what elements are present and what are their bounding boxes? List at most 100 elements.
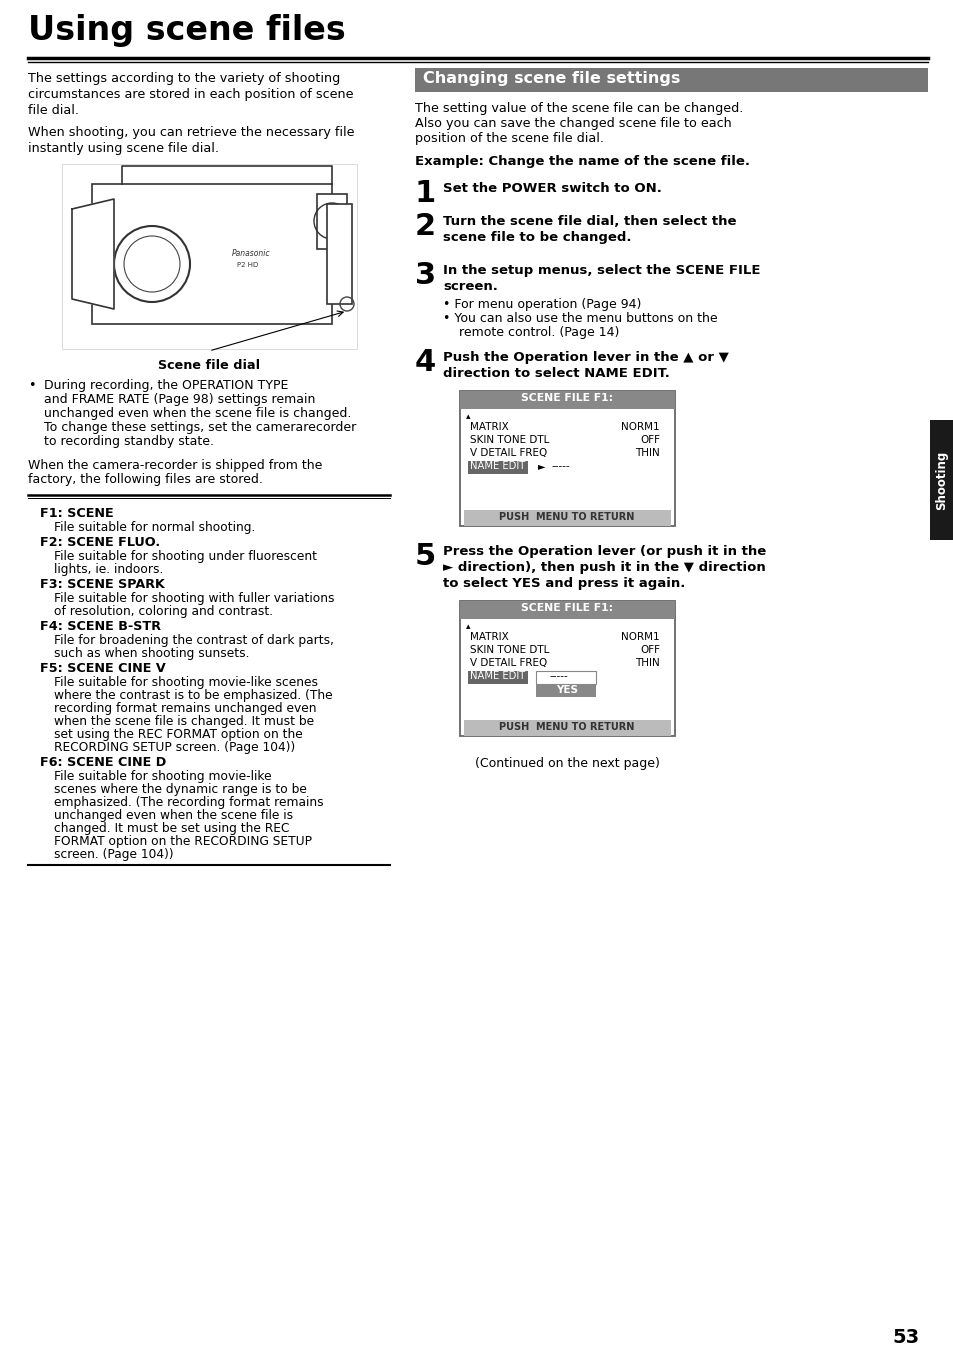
Bar [459, 601, 675, 619]
Text: SKIN TONE DTL: SKIN TONE DTL [470, 645, 549, 655]
Text: SCENE FILE F1:: SCENE FILE F1: [520, 603, 613, 613]
Text: to recording standby state.: to recording standby state. [44, 435, 213, 448]
Text: ▴: ▴ [465, 412, 470, 421]
Bar [415, 68, 927, 92]
Bar [536, 672, 596, 684]
Text: Scene file dial: Scene file dial [158, 359, 260, 372]
Text: NAME EDIT: NAME EDIT [470, 672, 525, 681]
Text: • You can also use the menu buttons on the: • You can also use the menu buttons on t… [442, 311, 717, 325]
Text: F6: SCENE CINE D: F6: SCENE CINE D [40, 756, 166, 769]
Text: screen.: screen. [442, 280, 497, 292]
Text: Set the POWER switch to ON.: Set the POWER switch to ON. [442, 181, 661, 195]
Text: Panasonic: Panasonic [232, 249, 271, 259]
Text: NORM1: NORM1 [620, 422, 659, 432]
Text: ▴: ▴ [465, 621, 470, 631]
Text: File suitable for shooting under fluorescent: File suitable for shooting under fluores… [54, 550, 316, 563]
Text: OFF: OFF [639, 435, 659, 445]
Text: where the contrast is to be emphasized. (The: where the contrast is to be emphasized. … [54, 689, 333, 701]
Text: of resolution, coloring and contrast.: of resolution, coloring and contrast. [54, 605, 273, 617]
Text: During recording, the OPERATION TYPE: During recording, the OPERATION TYPE [44, 379, 288, 393]
Text: OFF: OFF [639, 645, 659, 655]
Text: position of the scene file dial.: position of the scene file dial. [415, 131, 603, 145]
Text: Changing scene file settings: Changing scene file settings [422, 70, 679, 87]
Text: 53: 53 [892, 1328, 919, 1347]
Text: Turn the scene file dial, then select the: Turn the scene file dial, then select th… [442, 215, 736, 227]
Text: direction to select NAME EDIT.: direction to select NAME EDIT. [442, 367, 669, 380]
Bar [468, 672, 527, 684]
Text: unchanged even when the scene file is: unchanged even when the scene file is [54, 808, 293, 822]
Bar [463, 720, 670, 737]
Text: F4: SCENE B-STR: F4: SCENE B-STR [40, 620, 161, 634]
Text: Using scene files: Using scene files [28, 14, 345, 47]
Text: The setting value of the scene file can be changed.: The setting value of the scene file can … [415, 102, 742, 115]
Text: MATRIX: MATRIX [470, 422, 508, 432]
Bar [327, 204, 352, 305]
Text: changed. It must be set using the REC: changed. It must be set using the REC [54, 822, 289, 835]
Text: • For menu operation (Page 94): • For menu operation (Page 94) [442, 298, 640, 311]
Text: PUSH  MENU TO RETURN: PUSH MENU TO RETURN [498, 512, 634, 523]
Text: •: • [28, 379, 35, 393]
Text: V DETAIL FREQ: V DETAIL FREQ [470, 658, 547, 668]
Text: When shooting, you can retrieve the necessary file: When shooting, you can retrieve the nece… [28, 126, 355, 139]
Bar [929, 420, 953, 540]
Text: F5: SCENE CINE V: F5: SCENE CINE V [40, 662, 166, 676]
Text: and FRAME RATE (Page 98) settings remain: and FRAME RATE (Page 98) settings remain [44, 393, 315, 406]
Text: File suitable for shooting with fuller variations: File suitable for shooting with fuller v… [54, 592, 335, 605]
Text: NAME EDIT: NAME EDIT [470, 460, 525, 471]
Text: V DETAIL FREQ: V DETAIL FREQ [470, 448, 547, 458]
Text: P2 HD: P2 HD [236, 263, 258, 268]
Text: In the setup menus, select the SCENE FILE: In the setup menus, select the SCENE FIL… [442, 264, 760, 278]
Text: Push the Operation lever in the ▲ or ▼: Push the Operation lever in the ▲ or ▼ [442, 351, 728, 364]
Text: F3: SCENE SPARK: F3: SCENE SPARK [40, 578, 165, 590]
Text: 5: 5 [415, 542, 436, 571]
Bar [62, 164, 356, 349]
Text: YES: YES [556, 685, 578, 695]
Text: instantly using scene file dial.: instantly using scene file dial. [28, 142, 219, 154]
Text: Example: Change the name of the scene file.: Example: Change the name of the scene fi… [415, 154, 749, 168]
Text: ►: ► [537, 460, 545, 471]
Bar [468, 460, 527, 474]
Text: set using the REC FORMAT option on the: set using the REC FORMAT option on the [54, 728, 302, 741]
Text: ► direction), then push it in the ▼ direction: ► direction), then push it in the ▼ dire… [442, 561, 765, 574]
Text: When the camera-recorder is shipped from the: When the camera-recorder is shipped from… [28, 459, 322, 473]
Text: File suitable for shooting movie-like: File suitable for shooting movie-like [54, 770, 272, 783]
Text: to select YES and press it again.: to select YES and press it again. [442, 577, 684, 590]
Text: 1: 1 [415, 179, 436, 209]
Bar [316, 194, 347, 249]
Text: recording format remains unchanged even: recording format remains unchanged even [54, 701, 316, 715]
Bar [536, 684, 596, 697]
Text: 2: 2 [415, 213, 436, 241]
Text: unchanged even when the scene file is changed.: unchanged even when the scene file is ch… [44, 408, 351, 420]
Text: THIN: THIN [635, 448, 659, 458]
Text: 3: 3 [415, 261, 436, 290]
Bar [463, 510, 670, 525]
Text: -----: ----- [552, 460, 570, 471]
Text: To change these settings, set the camerarecorder: To change these settings, set the camera… [44, 421, 355, 435]
Text: scene file to be changed.: scene file to be changed. [442, 232, 631, 244]
Text: Shooting: Shooting [935, 451, 947, 509]
Text: RECORDING SETUP screen. (Page 104)): RECORDING SETUP screen. (Page 104)) [54, 741, 294, 754]
Text: such as when shooting sunsets.: such as when shooting sunsets. [54, 647, 250, 659]
Text: Also you can save the changed scene file to each: Also you can save the changed scene file… [415, 116, 731, 130]
Text: File for broadening the contrast of dark parts,: File for broadening the contrast of dark… [54, 634, 334, 647]
Text: NORM1: NORM1 [620, 632, 659, 642]
Text: SKIN TONE DTL: SKIN TONE DTL [470, 435, 549, 445]
Text: lights, ie. indoors.: lights, ie. indoors. [54, 563, 163, 575]
Text: screen. (Page 104)): screen. (Page 104)) [54, 848, 173, 861]
Text: F2: SCENE FLUO.: F2: SCENE FLUO. [40, 536, 160, 548]
Polygon shape [71, 199, 113, 309]
Bar [459, 601, 675, 737]
Text: file dial.: file dial. [28, 104, 79, 116]
Text: emphasized. (The recording format remains: emphasized. (The recording format remain… [54, 796, 323, 808]
Text: PUSH  MENU TO RETURN: PUSH MENU TO RETURN [498, 722, 634, 733]
Text: (Continued on the next page): (Continued on the next page) [475, 757, 659, 770]
Text: File suitable for shooting movie-like scenes: File suitable for shooting movie-like sc… [54, 676, 317, 689]
Text: remote control. (Page 14): remote control. (Page 14) [458, 326, 618, 338]
Text: The settings according to the variety of shooting: The settings according to the variety of… [28, 72, 340, 85]
Text: MATRIX: MATRIX [470, 632, 508, 642]
Text: factory, the following files are stored.: factory, the following files are stored. [28, 473, 263, 486]
Text: File suitable for normal shooting.: File suitable for normal shooting. [54, 521, 255, 533]
Bar [91, 184, 332, 324]
Text: SCENE FILE F1:: SCENE FILE F1: [520, 393, 613, 403]
Text: FORMAT option on the RECORDING SETUP: FORMAT option on the RECORDING SETUP [54, 835, 312, 848]
